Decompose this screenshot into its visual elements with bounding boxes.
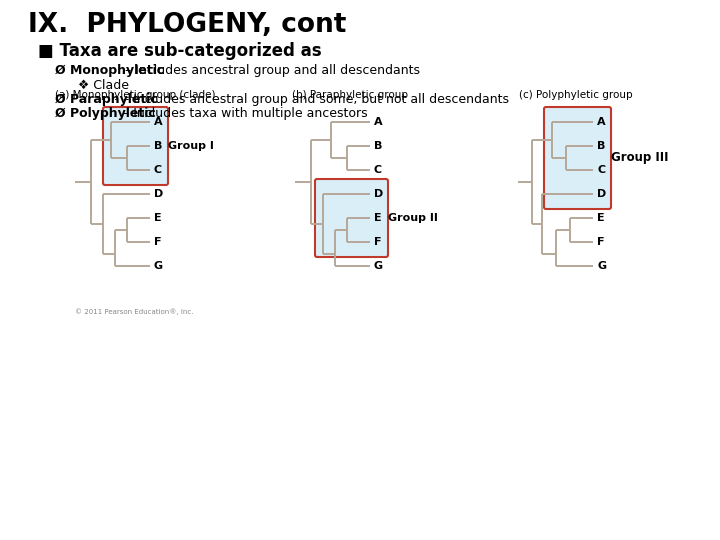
Text: © 2011 Pearson Education®, Inc.: © 2011 Pearson Education®, Inc. [75, 308, 194, 315]
Text: E: E [154, 213, 161, 223]
Text: D: D [597, 189, 606, 199]
Text: C: C [154, 165, 162, 175]
Text: G: G [374, 261, 383, 271]
Text: C: C [374, 165, 382, 175]
Text: A: A [374, 117, 382, 127]
Text: B: B [374, 141, 382, 151]
Text: (a) Monophyletic group (clade): (a) Monophyletic group (clade) [55, 90, 215, 100]
Text: Ø Monophyletic: Ø Monophyletic [55, 64, 164, 77]
Text: (c) Polyphyletic group: (c) Polyphyletic group [519, 90, 633, 100]
Text: F: F [154, 237, 161, 247]
FancyBboxPatch shape [544, 107, 611, 209]
Text: E: E [374, 213, 382, 223]
Text: G: G [597, 261, 606, 271]
Text: B: B [154, 141, 163, 151]
Text: Group II: Group II [388, 213, 438, 223]
Text: (b) Paraphyletic group: (b) Paraphyletic group [292, 90, 408, 100]
Text: F: F [597, 237, 605, 247]
FancyBboxPatch shape [103, 107, 168, 185]
Text: Group I: Group I [168, 141, 214, 151]
Text: G: G [154, 261, 163, 271]
Text: E: E [597, 213, 605, 223]
Text: Ø Polyphyletic: Ø Polyphyletic [55, 107, 156, 120]
Text: D: D [374, 189, 383, 199]
Text: D: D [154, 189, 163, 199]
Text: A: A [597, 117, 606, 127]
Text: ❖ Clade: ❖ Clade [78, 79, 129, 92]
Text: IX.  PHYLOGENY, cont: IX. PHYLOGENY, cont [28, 12, 346, 38]
Text: – Includes ancestral group and all descendants: – Includes ancestral group and all desce… [121, 64, 420, 77]
Text: – Includes taxa with multiple ancestors: – Includes taxa with multiple ancestors [119, 107, 368, 120]
Text: Ø Paraphyletic: Ø Paraphyletic [55, 93, 158, 106]
FancyBboxPatch shape [315, 179, 388, 257]
Text: C: C [597, 165, 605, 175]
Text: B: B [597, 141, 606, 151]
Text: Group III: Group III [611, 152, 668, 165]
Text: ■ Taxa are sub-categorized as: ■ Taxa are sub-categorized as [38, 42, 322, 60]
Text: A: A [154, 117, 163, 127]
Text: – Includes ancestral group and some, but not all descendants: – Includes ancestral group and some, but… [119, 93, 509, 106]
Text: F: F [374, 237, 382, 247]
